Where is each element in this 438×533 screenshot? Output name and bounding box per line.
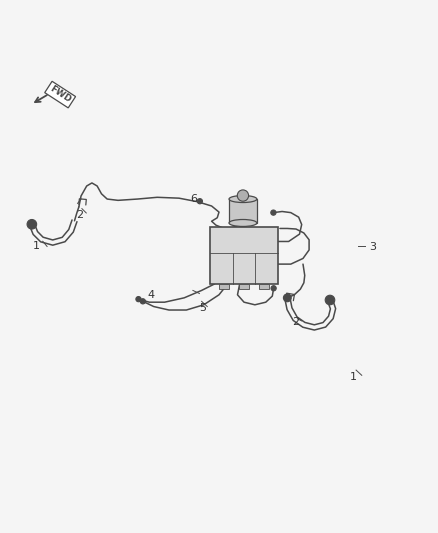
Bar — [239, 284, 249, 289]
Bar — [219, 284, 229, 289]
Circle shape — [271, 210, 276, 215]
Text: 2: 2 — [76, 210, 83, 220]
Circle shape — [271, 286, 276, 291]
Circle shape — [325, 295, 335, 305]
Bar — [210, 228, 278, 284]
Text: FWD: FWD — [48, 84, 72, 105]
Circle shape — [136, 296, 141, 302]
Text: 1: 1 — [33, 241, 40, 252]
Bar — [259, 284, 269, 289]
Text: 3: 3 — [369, 242, 376, 252]
Ellipse shape — [229, 196, 257, 203]
Circle shape — [283, 294, 291, 302]
Circle shape — [27, 220, 37, 229]
Ellipse shape — [229, 220, 257, 227]
Circle shape — [140, 298, 145, 304]
Text: 1: 1 — [350, 373, 357, 383]
Circle shape — [237, 190, 249, 201]
Text: 4: 4 — [147, 290, 154, 300]
Circle shape — [197, 199, 202, 204]
Text: 2: 2 — [292, 317, 299, 327]
Text: 5: 5 — [199, 303, 206, 313]
Bar — [229, 199, 257, 223]
Text: 6: 6 — [191, 194, 198, 204]
